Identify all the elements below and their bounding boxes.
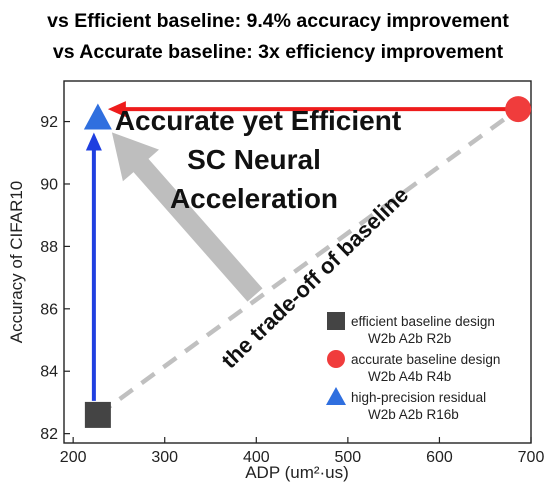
x-tick-label: 200 [60,449,87,466]
legend-marker-triangle [326,387,346,405]
y-tick-label: 84 [40,364,58,381]
legend: efficient baseline design W2b A2b R2b accu… [326,312,500,422]
marks-layer [83,96,532,428]
legend-config: W2b A4b R4b [368,369,451,384]
x-tick-label: 500 [335,449,362,466]
legend-label: high-precision residual [351,390,486,405]
big-grey-arrow [111,132,263,302]
annotation-line-2: SC Neural [187,144,321,175]
headline-line-1: vs Efficient baseline: 9.4% accuracy imp… [47,10,509,32]
y-tick-label: 86 [40,301,58,318]
legend-config: W2b A2b R16b [368,407,459,422]
annotation-line-3: Acceleration [170,183,338,214]
y-axis-label: Accuracy of CIFAR10 [7,181,26,344]
x-tick-label: 300 [151,449,178,466]
ticks-layer: 200 300 400 500 600 700 82 84 86 88 90 92 [40,114,544,466]
plot-frame [63,80,532,444]
legend-label: efficient baseline design [351,314,495,329]
legend-marker-square [327,312,345,330]
y-tick-label: 82 [40,426,58,443]
y-tick-label: 88 [40,239,58,256]
headline-line-2: vs Accurate baseline: 3x efficiency impr… [53,41,504,63]
x-tick-label: 700 [518,449,545,466]
red-arrow-head [107,101,126,118]
annotation-line-1: Accurate yet Efficient [115,105,401,136]
y-tick-label: 90 [40,176,58,193]
x-axis-label: ADP (um²·us) [245,463,349,482]
legend-config: W2b A2b R2b [368,331,451,346]
x-tick-label: 600 [426,449,453,466]
y-tick-label: 92 [40,114,58,131]
data-point-circle [505,96,532,123]
tradeoff-line [96,107,520,417]
legend-label: accurate baseline design [351,352,500,367]
x-tick-label: 400 [243,449,270,466]
legend-marker-circle [327,350,345,368]
data-point-square [84,401,111,428]
blue-arrow-head [85,132,102,151]
data-point-triangle [83,103,112,130]
